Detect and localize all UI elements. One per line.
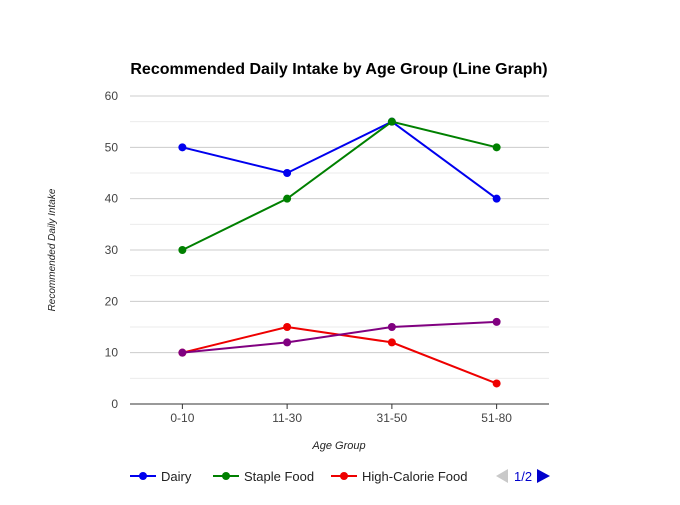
y-tick-label: 10 — [105, 346, 119, 360]
y-tick-label: 30 — [105, 243, 119, 257]
y-tick-label: 20 — [105, 294, 119, 308]
series-3 — [178, 317, 501, 357]
legend-label: Dairy — [161, 469, 192, 484]
legend-page-indicator: 1/2 — [514, 469, 532, 484]
data-point[interactable] — [283, 169, 292, 177]
series-line — [182, 120, 498, 200]
legend-item[interactable]: Dairy — [130, 469, 192, 484]
x-axis-ticks: 0-10 11-30 31-50 51-80 — [170, 404, 512, 425]
y-tick-label: 40 — [105, 192, 119, 206]
legend-item[interactable]: High-Calorie Food — [331, 469, 468, 484]
series-lines — [178, 117, 501, 388]
series-line — [182, 320, 497, 354]
legend-swatch-marker — [139, 472, 147, 480]
legend-next-icon[interactable] — [537, 469, 550, 483]
legend-swatch-marker — [222, 472, 230, 480]
data-point[interactable] — [492, 143, 501, 152]
data-point[interactable] — [387, 338, 396, 347]
x-tick-label: 51-80 — [481, 411, 512, 425]
legend-prev-icon[interactable] — [496, 469, 508, 483]
data-point[interactable] — [492, 317, 501, 326]
y-tick-label: 0 — [111, 397, 118, 411]
data-point[interactable] — [492, 379, 501, 388]
y-axis-ticks: 0 10 20 30 40 50 60 — [105, 89, 119, 411]
series-1 — [178, 117, 501, 254]
x-tick-label: 31-50 — [377, 411, 408, 425]
x-axis-label: Age Group — [311, 440, 365, 452]
data-point[interactable] — [283, 194, 292, 203]
data-point[interactable] — [178, 143, 187, 152]
data-point[interactable] — [178, 348, 187, 357]
legend-label: High-Calorie Food — [362, 469, 468, 484]
gridlines — [130, 95, 549, 379]
data-point[interactable] — [178, 246, 187, 254]
x-tick-label: 11-30 — [272, 411, 302, 425]
chart-title: Recommended Daily Intake by Age Group (L… — [130, 61, 547, 78]
y-tick-label: 60 — [105, 89, 119, 103]
data-point[interactable] — [283, 323, 292, 331]
data-point[interactable] — [387, 323, 396, 331]
y-tick-label: 50 — [105, 140, 119, 154]
y-axis-label: Recommended Daily Intake — [47, 188, 58, 311]
legend: Dairy Staple Food High-Calorie Food — [130, 469, 468, 484]
x-tick-label: 0-10 — [170, 411, 194, 425]
series-line — [181, 120, 497, 251]
series-2 — [178, 323, 501, 388]
data-point[interactable] — [492, 194, 501, 203]
legend-swatch-marker — [340, 472, 348, 480]
legend-label: Staple Food — [244, 469, 314, 484]
legend-pager: 1/2 — [496, 469, 550, 484]
legend-item[interactable]: Staple Food — [213, 469, 314, 484]
data-point[interactable] — [387, 117, 396, 126]
data-point[interactable] — [283, 338, 292, 347]
